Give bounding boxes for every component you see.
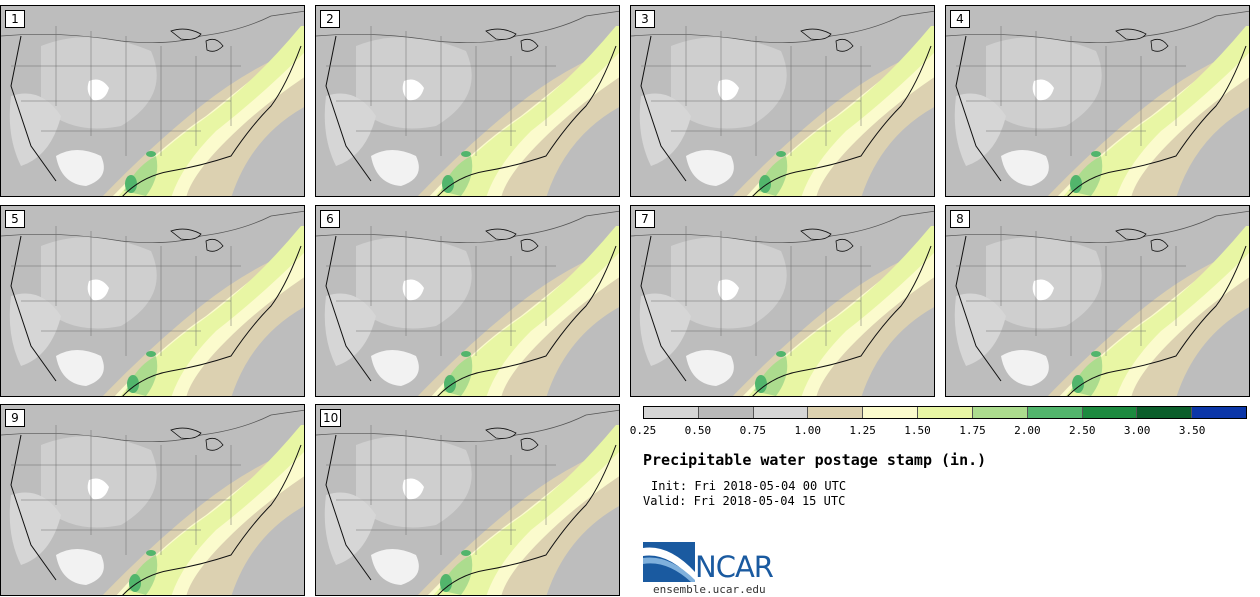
- legend-tick-label: 3.00: [1123, 424, 1151, 437]
- legend-swatch-4: [808, 407, 864, 418]
- ensemble-url: ensemble.ucar.edu: [653, 583, 766, 596]
- pw-map: [946, 6, 1249, 196]
- pw-map: [1, 405, 304, 595]
- panel-number: 6: [320, 210, 340, 228]
- panel-number: 7: [635, 210, 655, 228]
- stamp-panel-10: 10: [315, 404, 620, 596]
- chart-title: Precipitable water postage stamp (in.): [643, 451, 987, 469]
- pw-map: [1, 6, 304, 196]
- ncar-logo: NCAR ensemble.ucar.edu: [643, 540, 803, 596]
- stamp-panel-4: 4: [945, 5, 1250, 197]
- legend-swatch-3: [753, 407, 809, 418]
- panel-number: 5: [5, 210, 25, 228]
- legend-tick-label: 2.50: [1069, 424, 1096, 437]
- panel-number: 9: [5, 409, 25, 427]
- stamp-panel-5: 5: [0, 205, 305, 397]
- stamp-panel-7: 7: [630, 205, 935, 397]
- stamp-panel-9: 9: [0, 404, 305, 596]
- stamp-panel-2: 2: [315, 5, 620, 197]
- legend-swatch-11: [1192, 407, 1246, 418]
- legend-tick-label: 1.25: [849, 424, 876, 437]
- legend-tick-label: 0.50: [684, 424, 712, 437]
- legend-tick-label: 1.50: [904, 424, 931, 437]
- pw-map: [316, 6, 619, 196]
- legend-tick-label: 0.75: [739, 424, 767, 437]
- panel-number: 10: [320, 409, 342, 427]
- init-time: Init: Fri 2018-05-04 00 UTC: [651, 479, 847, 493]
- panel-number: 8: [950, 210, 970, 228]
- legend-swatch-1: [644, 407, 699, 418]
- pw-map: [1, 206, 304, 396]
- valid-time: Valid: Fri 2018-05-04 15 UTC: [643, 494, 846, 508]
- legend-tick-label: 2.00: [1014, 424, 1041, 437]
- stamp-panel-1: 1: [0, 5, 305, 197]
- legend-colorbar: [643, 406, 1247, 419]
- pw-map: [316, 206, 619, 396]
- stamp-panel-6: 6: [315, 205, 620, 397]
- legend-swatch-2: [698, 407, 754, 418]
- pw-map: [316, 405, 619, 595]
- color-legend: 0.25 0.50 0.75 1.00 1.25 1.50 1.75 2.00 2.50 3.00…: [630, 406, 1249, 446]
- pw-map: [631, 206, 934, 396]
- panel-number: 3: [635, 10, 655, 28]
- legend-tick-label: 0.25: [629, 424, 657, 437]
- panel-number: 1: [5, 10, 25, 28]
- legend-swatch-5: [863, 407, 919, 418]
- legend-tick-label: 1.75: [959, 424, 986, 437]
- legend-swatch-9: [1082, 407, 1138, 418]
- legend-swatch-7: [972, 407, 1028, 418]
- pw-map: [631, 6, 934, 196]
- stamp-panel-3: 3: [630, 5, 935, 197]
- stamp-panel-8: 8: [945, 205, 1250, 397]
- panel-number: 4: [950, 10, 970, 28]
- panel-number: 2: [320, 10, 340, 28]
- time-info: Init: Fri 2018-05-04 00 UTC Valid: Fri 20…: [643, 479, 846, 509]
- ncar-swoosh-icon: [643, 542, 695, 582]
- legend-tick-label: 1.00: [794, 424, 821, 437]
- pw-map: [946, 206, 1249, 396]
- legend-swatch-8: [1027, 407, 1083, 418]
- legend-tick-label: 3.50: [1178, 424, 1206, 437]
- legend-swatch-6: [918, 407, 973, 418]
- ncar-wordmark: NCAR: [695, 550, 774, 584]
- legend-swatch-10: [1137, 407, 1193, 418]
